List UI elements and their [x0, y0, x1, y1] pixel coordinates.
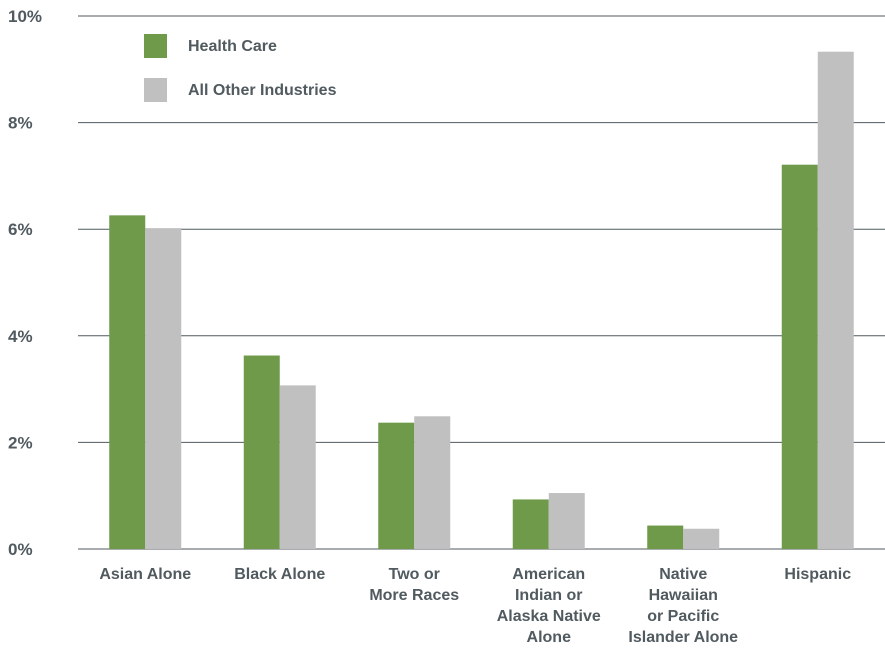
legend-label: All Other Industries	[188, 82, 337, 99]
y-axis-ticks: 0% 2% 4% 6% 8% 10%	[8, 7, 42, 559]
y-tick-label: 10%	[8, 7, 42, 26]
x-category-label-line: Hispanic	[784, 566, 851, 583]
x-category-label-line: Alaska Native	[497, 608, 601, 625]
bar-health-care	[647, 525, 684, 549]
bar-health-care	[378, 422, 415, 549]
bar-health-care	[109, 215, 146, 550]
bar-all-other-industries	[145, 228, 182, 549]
gridlines	[78, 15, 885, 550]
x-category-label: Hispanic	[784, 566, 851, 583]
legend-swatch	[144, 34, 167, 58]
x-category-label: Asian Alone	[99, 566, 191, 583]
x-category-label-line: Islander Alone	[628, 629, 738, 646]
legend-label: Health Care	[188, 38, 277, 55]
x-category-label: American Indian or Alaska Native Alone	[497, 566, 601, 646]
bar-all-other-industries	[414, 416, 451, 549]
x-category-label: Two or More Races	[369, 566, 459, 604]
y-tick-label: 0%	[8, 540, 33, 559]
x-category-label: Black Alone	[234, 566, 325, 583]
x-category-label-line: Indian or	[515, 587, 583, 604]
x-category-label-line: Asian Alone	[99, 566, 191, 583]
y-tick-label: 8%	[8, 114, 33, 133]
bar-health-care	[512, 499, 549, 549]
bar-health-care	[781, 164, 818, 549]
bar-all-other-industries	[817, 51, 854, 549]
legend-swatch	[144, 78, 167, 102]
x-category-label-line: Black Alone	[234, 566, 325, 583]
x-category-label-line: More Races	[369, 587, 459, 604]
x-category-label-line: American	[512, 566, 585, 583]
bars	[109, 51, 854, 550]
x-category-label-line: Alone	[527, 629, 572, 646]
bar-all-other-industries	[683, 528, 720, 549]
legend: Health Care All Other Industries	[144, 34, 337, 102]
x-category-label-line: Hawaiian	[649, 587, 718, 604]
x-category-label-line: Native	[659, 566, 707, 583]
x-category-label-line: or Pacific	[647, 608, 719, 625]
bar-all-other-industries	[279, 385, 316, 549]
x-category-label: Native Hawaiian or Pacific Islander Alone	[628, 566, 738, 646]
bar-all-other-industries	[548, 493, 585, 549]
y-tick-label: 4%	[8, 327, 33, 346]
x-category-label-line: Two or	[389, 566, 440, 583]
y-tick-label: 2%	[8, 433, 33, 452]
x-axis-categories: Asian Alone Black Alone Two or More Races Am…	[99, 566, 851, 646]
bar-health-care	[243, 355, 280, 549]
y-tick-label: 6%	[8, 220, 33, 239]
